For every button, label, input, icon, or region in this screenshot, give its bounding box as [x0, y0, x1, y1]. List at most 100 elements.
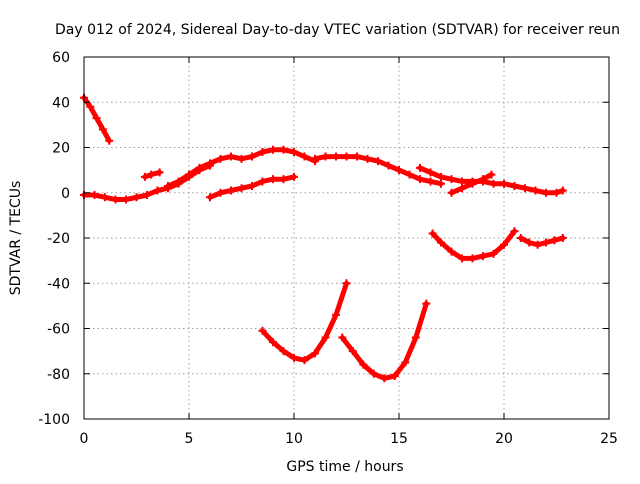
data-point: [422, 299, 431, 308]
data-point: [300, 152, 309, 161]
data-point: [290, 353, 298, 362]
data-point: [132, 193, 141, 202]
data-point: [248, 181, 256, 190]
x-tick-label: 5: [185, 431, 194, 447]
data-point: [153, 186, 162, 195]
data-point: [290, 172, 298, 181]
data-point: [395, 166, 403, 175]
y-tick-label: 60: [52, 50, 70, 66]
data-series-arc-8: [447, 170, 496, 197]
data-point: [140, 172, 149, 181]
data-point: [348, 347, 357, 356]
data-point: [279, 145, 288, 154]
data-point: [216, 188, 225, 197]
data-point: [269, 175, 277, 184]
data-point: [185, 170, 193, 179]
y-tick-label: -60: [47, 322, 70, 338]
ticks: 0 5 10 15 20 25 60 40 20 0 -20 -40 -60 -80 -100: [38, 50, 618, 447]
data-point: [426, 177, 435, 186]
data-point: [411, 333, 420, 342]
data-point: [369, 369, 378, 378]
data-point: [147, 170, 156, 179]
data-point: [98, 125, 107, 134]
data-point: [552, 188, 561, 197]
data-point: [143, 191, 151, 200]
x-tick-label: 0: [80, 431, 89, 447]
data-point: [468, 179, 477, 188]
data-point: [338, 333, 347, 342]
data-point: [342, 279, 351, 288]
data-point: [525, 238, 534, 247]
data-point: [227, 186, 235, 195]
data-point: [321, 152, 330, 161]
data-point: [437, 179, 445, 188]
data-point: [558, 234, 567, 242]
data-series-arc-12: [338, 299, 431, 383]
data-point: [468, 254, 477, 263]
data-series-arc-11: [258, 279, 351, 365]
data-point: [380, 374, 389, 383]
data-point: [216, 154, 225, 163]
data-point: [516, 234, 525, 242]
data-point: [279, 347, 288, 356]
data-point: [269, 338, 277, 347]
data-point: [550, 236, 559, 245]
data-point: [405, 170, 414, 179]
y-tick-label: 0: [61, 186, 70, 202]
y-axis-title: SDTVAR / TECUs: [8, 181, 24, 296]
data-point: [206, 159, 214, 168]
data-point: [447, 188, 456, 197]
y-tick-label: -80: [47, 367, 70, 383]
data-series-arc-6: [206, 172, 298, 202]
data-point: [86, 102, 95, 111]
data-point: [363, 154, 372, 163]
data-series-arc-9: [428, 227, 519, 263]
data-point: [533, 240, 542, 249]
data-point: [426, 168, 435, 177]
data-point: [105, 136, 114, 145]
data-point: [90, 191, 99, 200]
data-point: [489, 249, 498, 258]
data-series-arc-1: [80, 93, 114, 145]
data-layer: [80, 93, 567, 383]
series-line: [260, 280, 349, 363]
data-point: [521, 184, 529, 193]
data-point: [206, 193, 214, 202]
data-point: [390, 372, 399, 381]
data-point: [384, 161, 393, 170]
data-point: [237, 184, 246, 193]
data-point: [111, 195, 120, 204]
data-point: [542, 238, 550, 247]
series-line: [339, 301, 429, 381]
data-point: [258, 326, 267, 335]
x-tick-label: 10: [285, 431, 303, 447]
data-point: [258, 177, 267, 186]
data-point: [416, 175, 424, 184]
y-tick-label: 20: [52, 141, 70, 157]
data-point: [558, 186, 567, 195]
data-point: [458, 254, 466, 263]
data-point: [342, 152, 351, 161]
data-point: [500, 240, 508, 249]
x-tick-label: 25: [600, 431, 618, 447]
y-tick-label: -20: [47, 231, 70, 247]
x-tick-label: 20: [495, 431, 513, 447]
data-point: [269, 145, 277, 154]
data-point: [332, 310, 340, 319]
data-point: [122, 195, 130, 204]
data-point: [353, 152, 361, 161]
data-point: [510, 227, 519, 236]
data-series-arc-3: [140, 168, 164, 181]
data-point: [248, 152, 256, 161]
data-point: [155, 168, 164, 177]
data-point: [487, 170, 496, 179]
data-series-arc-7: [416, 163, 567, 197]
series-line: [518, 235, 566, 248]
data-point: [479, 175, 487, 184]
data-series-arc-10: [516, 234, 567, 249]
data-point: [258, 148, 267, 157]
data-point: [195, 163, 204, 172]
data-point: [237, 154, 246, 163]
